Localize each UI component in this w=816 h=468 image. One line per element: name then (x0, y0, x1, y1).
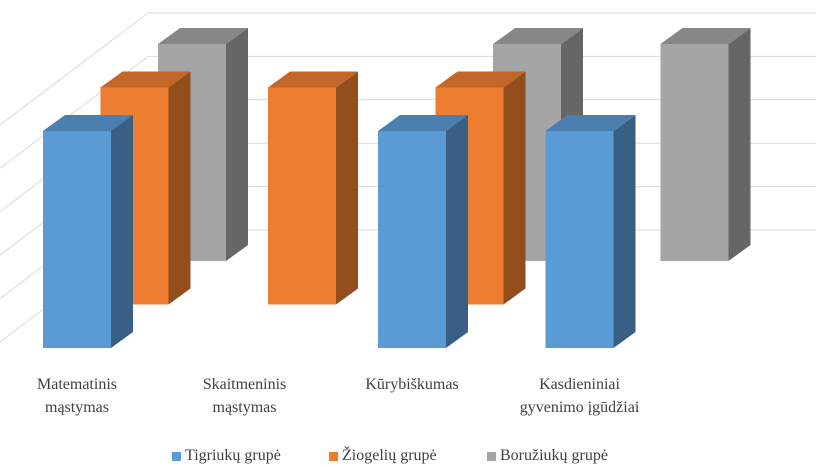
bar (268, 71, 358, 305)
bar-side (446, 115, 468, 348)
bar-side (111, 115, 133, 348)
x-tick-label: Kasdieniniai gyvenimo įgūdžiai (519, 376, 640, 416)
bar-front (43, 131, 111, 348)
legend-swatch (172, 451, 181, 461)
bar-top (43, 115, 133, 131)
bar-front (545, 131, 614, 348)
bar-side (226, 28, 248, 261)
bar-side (336, 71, 358, 305)
legend-item: Tigriukų grupė (172, 447, 281, 465)
x-tick-label: Skaitmeninis mąstymas (202, 376, 287, 416)
bar (660, 28, 751, 261)
bar (545, 115, 636, 348)
bar-side (168, 71, 191, 305)
x-tick-label: Kūrybiškumas (365, 376, 459, 393)
bar-top (378, 115, 468, 131)
bar-top (435, 71, 526, 88)
bar (43, 115, 133, 348)
bar-top (545, 115, 636, 131)
bar-top (100, 71, 191, 88)
legend-item: Žiogelių grupė (329, 447, 437, 465)
bar-top (660, 28, 751, 44)
bar-top (268, 71, 358, 88)
legend-swatch (329, 451, 338, 461)
x-tick-label: Matematinis mąstymas (37, 376, 117, 416)
bar-side (503, 71, 526, 305)
bar-side (613, 115, 636, 348)
bar-front (268, 87, 336, 305)
legend-label: Tigriukų grupė (185, 447, 281, 464)
legend-label: Boružiukų grupė (500, 447, 608, 464)
legend-swatch (487, 451, 496, 461)
bar-top (158, 28, 248, 44)
grid-line (0, 12, 149, 126)
bar-top (493, 28, 583, 44)
bar-side (728, 28, 751, 261)
legend-item: Boružiukų grupė (487, 447, 608, 465)
legend-label: Žiogelių grupė (342, 447, 437, 464)
bar-front (378, 131, 446, 348)
bar-front (660, 44, 729, 261)
bar (378, 115, 468, 348)
